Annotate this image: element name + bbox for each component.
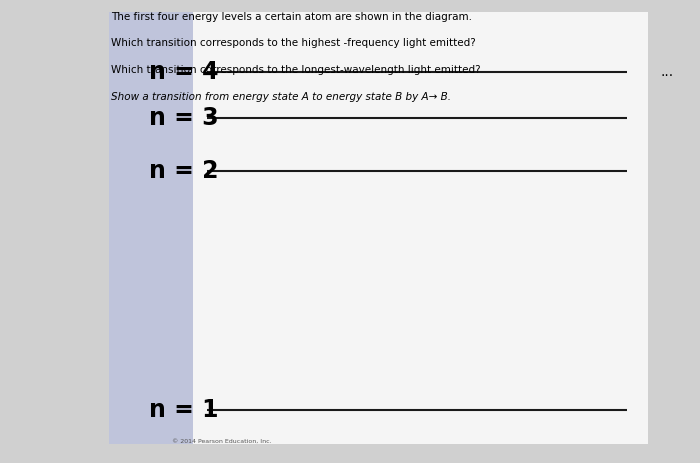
Bar bbox=[108, 12, 648, 444]
Text: Which transition corresponds to the longest-wavelength light emitted?: Which transition corresponds to the long… bbox=[111, 65, 480, 75]
Text: Show a transition from energy state A to energy state B by A→ B.: Show a transition from energy state A to… bbox=[111, 92, 451, 102]
Text: n = 4: n = 4 bbox=[149, 60, 218, 84]
Text: © 2014 Pearson Education, Inc.: © 2014 Pearson Education, Inc. bbox=[172, 438, 271, 444]
Text: n = 1: n = 1 bbox=[149, 398, 218, 422]
Text: n = 2: n = 2 bbox=[149, 159, 218, 183]
Bar bbox=[108, 12, 192, 444]
Text: n = 3: n = 3 bbox=[149, 106, 218, 130]
Text: The first four energy levels a certain atom are shown in the diagram.: The first four energy levels a certain a… bbox=[111, 12, 472, 22]
Text: Which transition corresponds to the highest -frequency light emitted?: Which transition corresponds to the high… bbox=[111, 38, 475, 49]
Text: ...: ... bbox=[661, 65, 673, 79]
